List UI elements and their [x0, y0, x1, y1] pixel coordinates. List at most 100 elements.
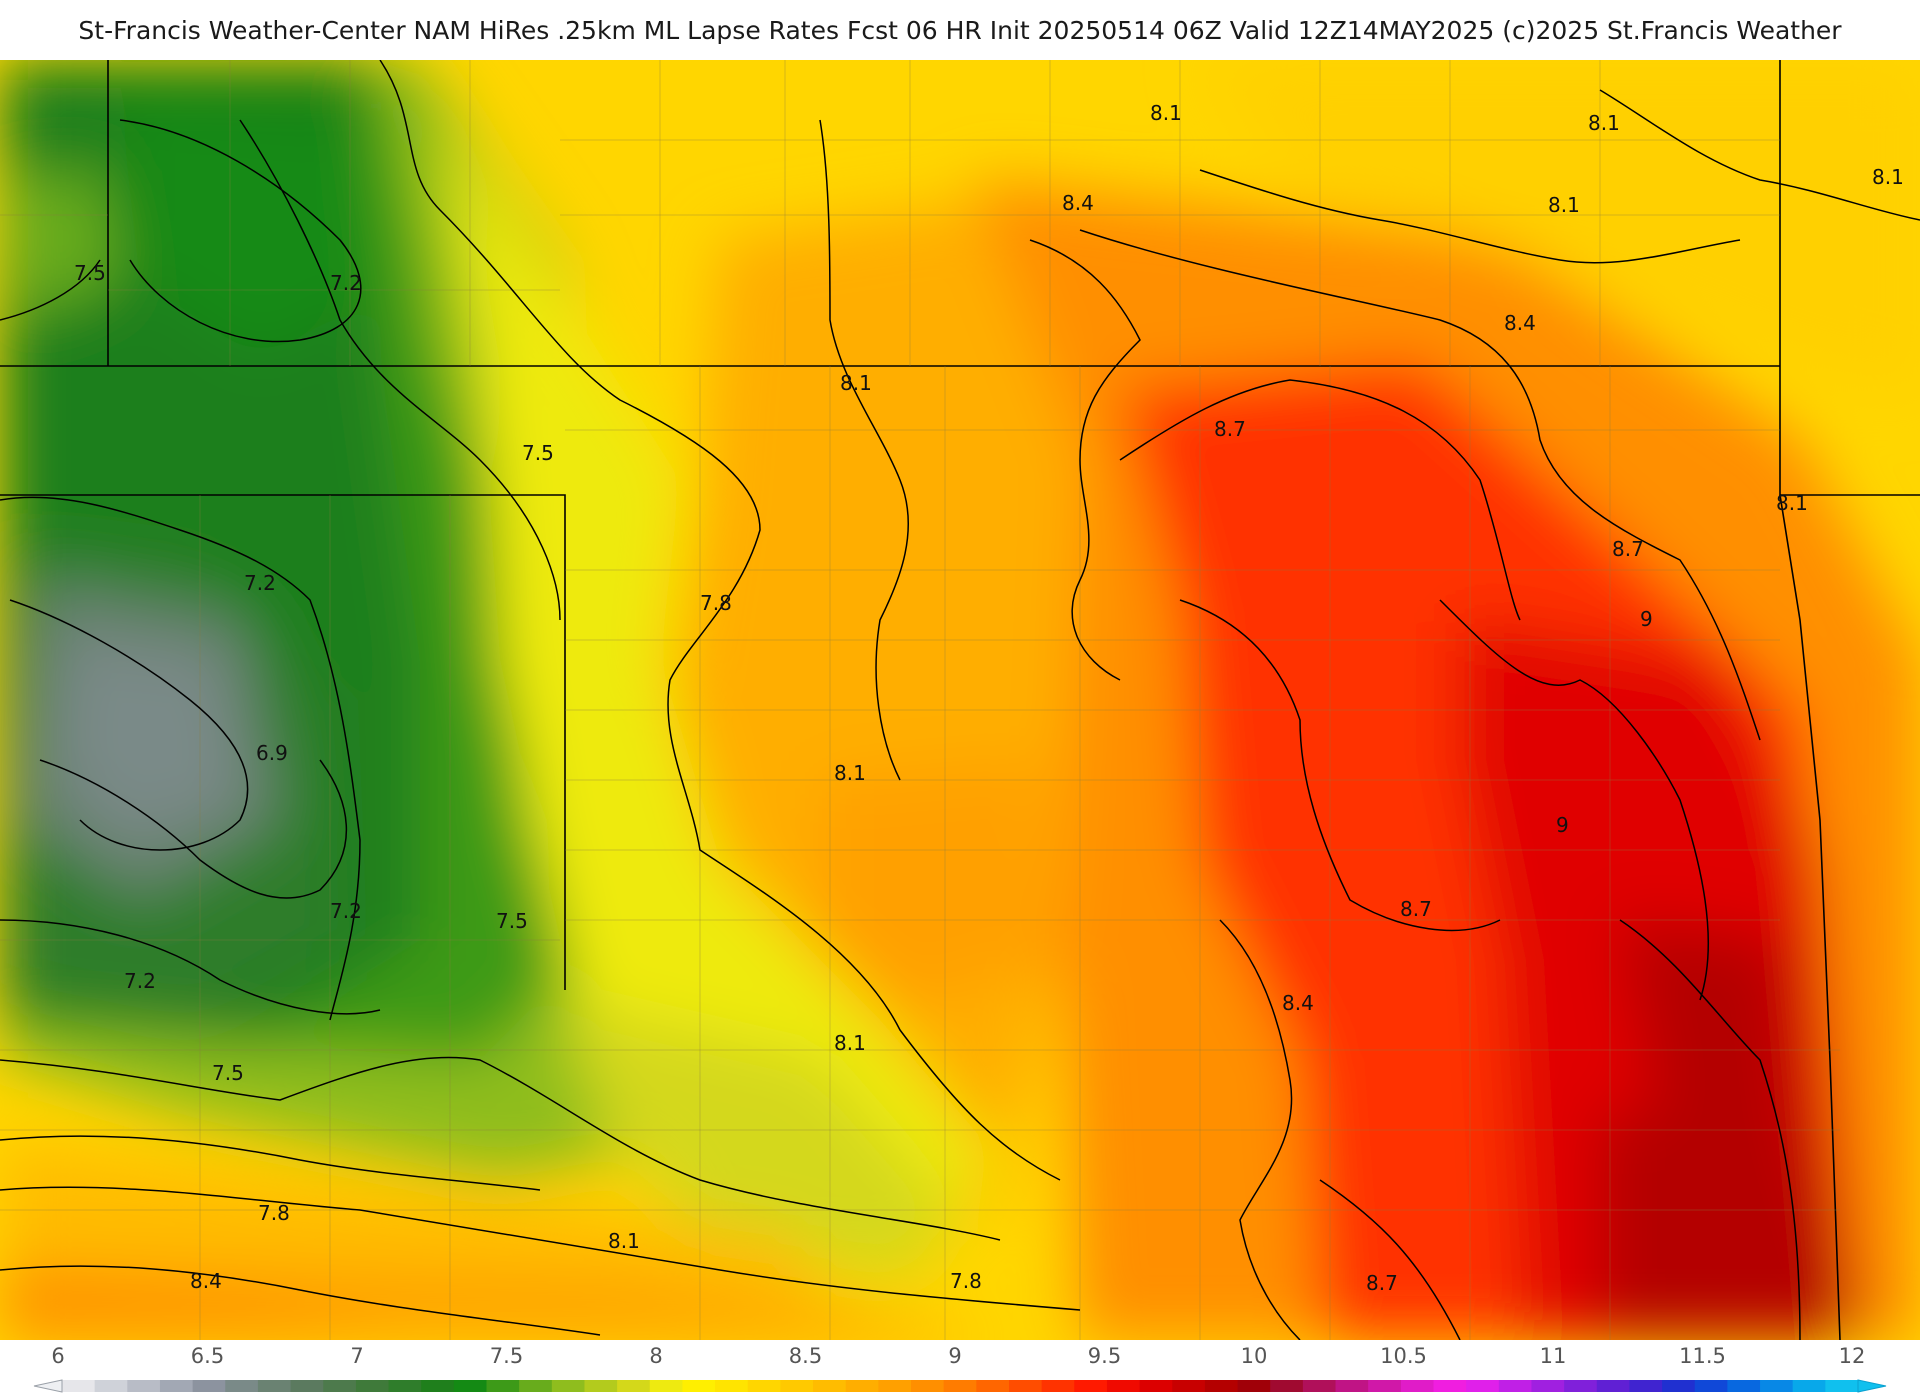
- colorbar-swatch: [1727, 1380, 1761, 1392]
- colorbar-swatch: [1825, 1380, 1859, 1392]
- colorbar-swatch: [486, 1380, 520, 1392]
- contour-label: 8.7: [1612, 537, 1644, 561]
- colorbar-tick-label: 9: [948, 1344, 961, 1368]
- colorbar-swatch: [290, 1380, 324, 1392]
- contour-label: 8.7: [1366, 1271, 1398, 1295]
- colorbar-right-arrow: [1857, 1379, 1887, 1393]
- contour-label: 8.4: [1062, 191, 1094, 215]
- colorbar-swatch: [127, 1380, 161, 1392]
- contour-label: 7.8: [258, 1201, 290, 1225]
- contour-label: 7.2: [124, 969, 156, 993]
- colorbar-swatch: [94, 1380, 128, 1392]
- colorbar-left-arrow: [33, 1379, 63, 1393]
- colorbar-swatch: [1237, 1380, 1271, 1392]
- state-borders: [0, 60, 1920, 1340]
- county-lines: [0, 60, 1840, 1340]
- colorbar-swatch: [1172, 1380, 1206, 1392]
- colorbar-tick-label: 9.5: [1088, 1344, 1121, 1368]
- colorbar-swatch: [911, 1380, 945, 1392]
- colorbar-tick-labels: 6 6.5 7 7.5 8 8.5 9 9.5 10 10.5 11 11.5 12: [51, 1344, 1865, 1368]
- colorbar-swatch: [617, 1380, 651, 1392]
- colorbar-swatch: [453, 1380, 488, 1392]
- contour-label: 7.5: [522, 441, 554, 465]
- colorbar-swatch: [1498, 1380, 1533, 1392]
- colorbar-swatch: [943, 1380, 977, 1392]
- contour-label: 8.7: [1214, 417, 1246, 441]
- colorbar-swatch: [813, 1380, 847, 1392]
- colorbar-swatch: [551, 1380, 586, 1392]
- colorbar-swatch: [1008, 1380, 1043, 1392]
- colorbar-swatch: [1629, 1380, 1663, 1392]
- contour-label: 7.5: [496, 909, 528, 933]
- colorbar-swatch: [584, 1380, 618, 1392]
- colorbar-swatch: [1204, 1380, 1239, 1392]
- colorbar-swatch: [192, 1380, 226, 1392]
- colorbar-swatch: [649, 1380, 684, 1392]
- colorbar-swatch: [388, 1380, 422, 1392]
- colorbar-tick-label: 6.5: [191, 1344, 224, 1368]
- colorbar-swatch: [780, 1380, 814, 1392]
- colorbar-swatch: [1760, 1380, 1794, 1392]
- colorbar-swatch: [257, 1380, 292, 1392]
- colorbar-swatch: [519, 1380, 553, 1392]
- colorbar-swatch: [1662, 1380, 1696, 1392]
- colorbar-swatch: [1564, 1380, 1598, 1392]
- contour-label: 7.2: [330, 271, 362, 295]
- colorbar-tick-label: 8: [649, 1344, 662, 1368]
- colorbar-swatch: [976, 1380, 1010, 1392]
- contour-label: 8.1: [834, 1031, 866, 1055]
- contour-label: 8.1: [840, 371, 872, 395]
- lapse-rate-map: 7.5 7.2 7.5 7.2 6.9 7.2 7.5 7.2 7.5 7.8 …: [0, 60, 1920, 1340]
- colorbar-swatch: [1041, 1380, 1075, 1392]
- colorbar-swatch: [1596, 1380, 1631, 1392]
- colorbar-swatch: [1106, 1380, 1141, 1392]
- contour-label: 8.4: [1282, 991, 1314, 1015]
- contour-label: 9: [1556, 813, 1569, 837]
- contour-label: 7.5: [212, 1061, 244, 1085]
- colorbar-tick-label: 11: [1540, 1344, 1567, 1368]
- colorbar-swatch: [323, 1380, 357, 1392]
- colorbar-swatch: [1074, 1380, 1108, 1392]
- contour-lines: [0, 60, 1920, 1340]
- contour-label: 8.1: [1548, 193, 1580, 217]
- colorbar-swatch: [682, 1380, 716, 1392]
- colorbar-swatch: [159, 1380, 194, 1392]
- contour-label: 8.7: [1400, 897, 1432, 921]
- contour-label: 7.2: [330, 899, 362, 923]
- colorbar-swatch: [62, 1380, 96, 1392]
- colorbar-tick-label: 11.5: [1679, 1344, 1726, 1368]
- colorbar-swatch: [845, 1380, 879, 1392]
- contour-labels: 7.5 7.2 7.5 7.2 6.9 7.2 7.5 7.2 7.5 7.8 …: [74, 101, 1904, 1295]
- colorbar-swatch: [1400, 1380, 1435, 1392]
- contour-label: 8.1: [1150, 101, 1182, 125]
- contour-label: 7.8: [700, 591, 732, 615]
- colorbar-tick-label: 7.5: [490, 1344, 523, 1368]
- contour-label: 6.9: [256, 741, 288, 765]
- colorbar-tick-label: 8.5: [789, 1344, 822, 1368]
- contour-label: 8.1: [834, 761, 866, 785]
- colorbar-swatch: [355, 1380, 390, 1392]
- colorbar-swatch: [1433, 1380, 1467, 1392]
- colorbar-swatch: [1694, 1380, 1728, 1392]
- contour-label: 7.8: [950, 1269, 982, 1293]
- colorbar-tick-label: 10: [1241, 1344, 1268, 1368]
- contour-label: 8.1: [608, 1229, 640, 1253]
- contour-label: 8.1: [1776, 491, 1808, 515]
- contour-label: 8.4: [190, 1269, 222, 1293]
- shaded-field: [0, 60, 1920, 1340]
- colorbar-swatch: [1270, 1380, 1304, 1392]
- colorbar-tick-label: 10.5: [1380, 1344, 1427, 1368]
- colorbar-swatch: [421, 1380, 455, 1392]
- colorbar-swatch: [1531, 1380, 1565, 1392]
- colorbar-swatch: [225, 1380, 259, 1392]
- contour-label: 7.2: [244, 571, 276, 595]
- colorbar-swatch: [1368, 1380, 1402, 1392]
- contour-label: 7.5: [74, 261, 106, 285]
- contour-label: 8.1: [1872, 165, 1904, 189]
- contour-label: 8.4: [1504, 311, 1536, 335]
- colorbar-tick-label: 12: [1839, 1344, 1866, 1368]
- colorbar-swatch: [1302, 1380, 1337, 1392]
- colorbar: 6 6.5 7 7.5 8 8.5 9 9.5 10 10.5 11 11.5 12: [0, 1340, 1920, 1400]
- colorbar-tick-label: 6: [51, 1344, 64, 1368]
- colorbar-swatch: [1139, 1380, 1173, 1392]
